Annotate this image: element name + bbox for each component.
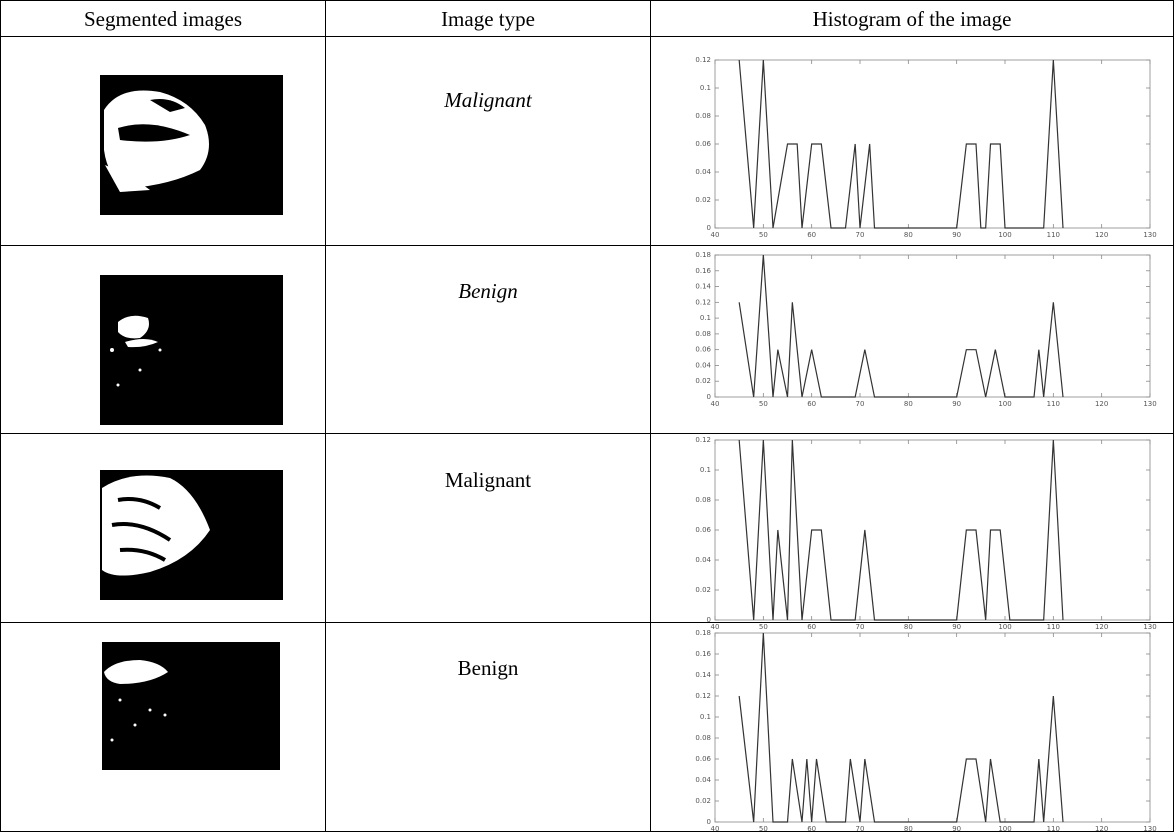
y-tick-label: 0.1 [700,466,711,474]
x-tick-label: 90 [952,623,961,631]
x-tick-label: 70 [856,623,865,631]
y-tick-label: 0.02 [695,586,711,594]
y-tick-label: 0.06 [695,755,711,763]
image-type: Benign [458,279,517,303]
x-tick-label: 130 [1143,623,1156,631]
y-tick-label: 0.08 [695,734,711,742]
y-tick-label: 0.04 [695,556,711,564]
y-tick-label: 0.06 [695,526,711,534]
x-tick-label: 90 [952,400,961,408]
x-tick-label: 70 [856,400,865,408]
y-tick-label: 0.04 [695,361,711,369]
y-tick-label: 0.14 [695,283,711,291]
x-tick-label: 40 [711,231,720,239]
y-tick-label: 0.02 [695,377,711,385]
segmented-image [100,470,283,600]
document: Segmented images Image type Histogram of… [0,0,1174,832]
x-tick-label: 120 [1095,231,1108,239]
y-tick-label: 0.16 [695,650,711,658]
header-cell: Image type [441,7,535,31]
y-tick-label: 0.18 [695,251,711,259]
header-cell: Segmented images [84,7,242,31]
x-tick-label: 50 [759,623,768,631]
x-tick-label: 120 [1095,623,1108,631]
x-tick-label: 130 [1143,400,1156,408]
x-tick-label: 80 [904,231,913,239]
y-tick-label: 0.1 [700,314,711,322]
y-tick-label: 0.08 [695,112,711,120]
y-tick-label: 0.08 [695,330,711,338]
x-tick-label: 90 [952,825,961,832]
segmented-image [100,75,283,215]
x-tick-label: 80 [904,400,913,408]
x-tick-label: 50 [759,231,768,239]
x-tick-label: 110 [1047,400,1060,408]
x-tick-label: 120 [1095,400,1108,408]
x-tick-label: 100 [998,400,1011,408]
x-tick-label: 100 [998,623,1011,631]
y-tick-label: 0.12 [695,56,711,64]
y-tick-label: 0.1 [700,713,711,721]
x-tick-label: 130 [1143,231,1156,239]
header-cell: Histogram of the image [813,7,1012,31]
x-tick-label: 100 [998,825,1011,832]
x-tick-label: 50 [759,825,768,832]
x-tick-label: 50 [759,400,768,408]
image-type: Benign [458,656,519,680]
y-tick-label: 0.16 [695,267,711,275]
x-tick-label: 80 [904,623,913,631]
x-tick-label: 70 [856,825,865,832]
segmented-image [102,642,280,770]
y-tick-label: 0.06 [695,346,711,354]
image-type: Malignant [443,88,533,112]
y-tick-label: 0.02 [695,196,711,204]
y-tick-label: 0.12 [695,692,711,700]
y-tick-label: 0.02 [695,797,711,805]
y-tick-label: 0.08 [695,496,711,504]
x-tick-label: 110 [1047,231,1060,239]
x-tick-label: 80 [904,825,913,832]
x-tick-label: 40 [711,400,720,408]
y-tick-label: 0.04 [695,168,711,176]
y-tick-label: 0.04 [695,776,711,784]
y-tick-label: 0.14 [695,671,711,679]
image-type: Malignant [445,468,531,492]
y-tick-label: 0.12 [695,298,711,306]
x-tick-label: 40 [711,825,720,832]
x-tick-label: 90 [952,231,961,239]
x-tick-label: 110 [1047,623,1060,631]
page: Segmented images Image type Histogram of… [0,0,1174,832]
x-tick-label: 130 [1143,825,1156,832]
x-tick-label: 120 [1095,825,1108,832]
x-tick-label: 70 [856,231,865,239]
y-tick-label: 0.18 [695,629,711,637]
x-tick-label: 60 [807,623,816,631]
x-tick-label: 60 [807,825,816,832]
y-tick-label: 0.1 [700,84,711,92]
x-tick-label: 40 [711,623,720,631]
x-tick-label: 100 [998,231,1011,239]
y-tick-label: 0.12 [695,436,711,444]
segmented-image [100,275,283,425]
y-tick-label: 0.06 [695,140,711,148]
x-tick-label: 60 [807,231,816,239]
x-tick-label: 110 [1047,825,1060,832]
x-tick-label: 60 [807,400,816,408]
